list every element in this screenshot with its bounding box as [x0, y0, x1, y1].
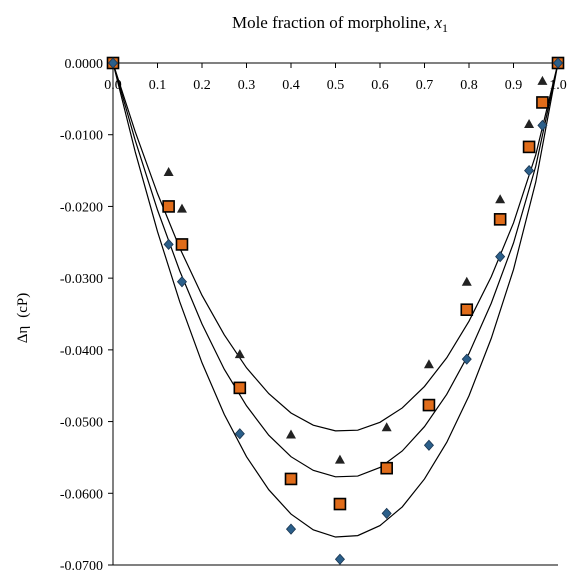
data-point-diamond [495, 251, 506, 263]
x-axis-ticks: 0.0 0.1 0.2 0.3 0.4 0.5 0.6 0.7 0.8 0.9 1.0 [104, 63, 567, 93]
data-point-square [162, 200, 175, 213]
y-tick-label: -0.0700 [60, 559, 103, 574]
data-point-diamond [176, 276, 188, 288]
x-tick-label: 0.4 [282, 78, 300, 93]
fit-curves [112, 62, 559, 538]
data-points [106, 56, 565, 565]
x-tick-label: 0.3 [238, 78, 256, 93]
data-point-square [493, 213, 507, 226]
data-point-square [284, 472, 298, 486]
x-tick-label: 0.7 [416, 78, 434, 93]
y-axis-symbol: Δη [15, 326, 31, 344]
x-tick-label: 0.2 [193, 78, 211, 93]
data-point-diamond [381, 507, 392, 519]
data-point-diamond [537, 119, 548, 131]
y-axis-ticks: 0.0000 -0.0100 -0.0200 -0.0300 -0.0400 -0.050… [60, 57, 113, 574]
x-tick-label: 0.5 [327, 78, 345, 93]
data-point-triangle [286, 429, 296, 439]
axes [112, 62, 558, 566]
data-point-triangle [234, 349, 245, 359]
data-point-square [233, 381, 247, 395]
data-point-triangle [495, 194, 506, 204]
data-point-square [522, 140, 536, 154]
data-point-diamond [423, 439, 434, 451]
data-point-triangle [334, 454, 345, 464]
y-axis-title: Δη (cP) [15, 293, 31, 344]
fit-curve-diamond [112, 62, 559, 538]
y-tick-label: -0.0500 [60, 416, 103, 431]
data-point-diamond [334, 553, 345, 565]
y-tick-label: 0.0000 [65, 57, 104, 72]
y-tick-label: -0.0200 [60, 200, 103, 215]
x-tick-label: 0.1 [149, 78, 167, 93]
chart-title: Mole fraction of morpholine, x1 [232, 13, 448, 35]
data-point-diamond [285, 523, 297, 535]
data-point-square [536, 96, 549, 109]
y-tick-label: -0.0300 [60, 272, 103, 287]
data-point-diamond [234, 428, 245, 440]
data-point-triangle [423, 359, 434, 369]
data-point-triangle [524, 118, 535, 128]
y-tick-label: -0.0100 [60, 129, 103, 144]
data-point-square [422, 398, 436, 412]
data-point-diamond [107, 57, 119, 69]
fit-curve-square [112, 62, 559, 478]
data-point-square [380, 461, 393, 475]
x-tick-label: 0.9 [505, 78, 523, 93]
fit-curve-triangle [112, 62, 559, 432]
data-point-square [175, 238, 189, 251]
data-point-diamond [552, 57, 564, 69]
svg-text:Δη(cP): Δη (cP) [15, 293, 31, 344]
data-point-square [460, 303, 474, 316]
y-tick-label: -0.0400 [60, 344, 103, 359]
data-point-triangle [381, 422, 392, 432]
data-point-triangle [163, 167, 174, 177]
x-tick-label: 0.8 [460, 78, 478, 93]
data-point-triangle [461, 276, 472, 286]
data-point-diamond [524, 164, 535, 177]
data-point-diamond [163, 238, 174, 251]
x-tick-label: 0.6 [371, 78, 389, 93]
y-tick-label: -0.0600 [60, 487, 103, 502]
y-axis-unit: (cP) [15, 293, 31, 318]
data-point-diamond [461, 353, 472, 365]
data-point-square [333, 497, 347, 511]
data-point-triangle [176, 203, 187, 213]
data-point-triangle [537, 75, 548, 85]
